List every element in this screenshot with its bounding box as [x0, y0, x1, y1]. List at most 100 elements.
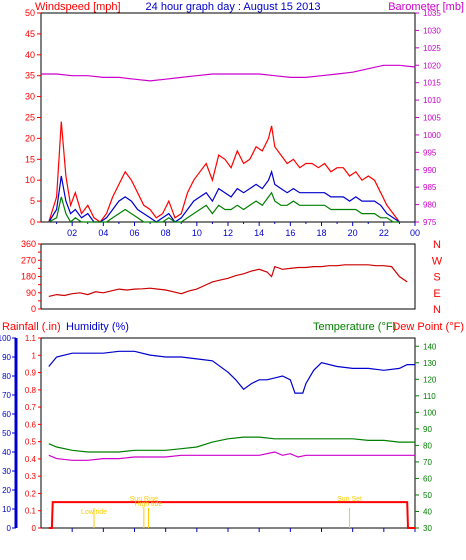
- humidity-y-tick-label: 80: [2, 372, 11, 381]
- direction-y-tick-label: 90: [26, 288, 36, 298]
- humidity-y-tick-label: 70: [2, 391, 11, 400]
- annotation-label: Low tide: [81, 509, 107, 516]
- compass-label: N: [433, 304, 441, 316]
- baro-y-axis-label: Barometer [mb]: [388, 1, 464, 13]
- chart-title: 24 hour graph day : August 15 2013: [146, 1, 321, 13]
- wind-x-tick-label: 22: [379, 228, 389, 238]
- direction-y-tick-label: 270: [21, 255, 36, 265]
- series-direction: [48, 264, 408, 297]
- rain-y-tick-label: 0.5: [25, 438, 37, 447]
- direction-y-tick-label: 180: [21, 272, 36, 282]
- rain-y-tick-label: 0.4: [25, 455, 37, 464]
- temp-y-tick-label: 40: [423, 507, 432, 516]
- rain-y-tick-label: 1.1: [25, 334, 37, 343]
- temp-y-tick-label: 90: [423, 425, 432, 434]
- compass-label: E: [433, 288, 440, 300]
- rain-y-tick-label: 0.9: [25, 369, 37, 378]
- wind-x-tick-label: 08: [161, 228, 171, 238]
- wind-y-tick-label: 0: [30, 217, 35, 227]
- temp-y-tick-label: 30: [423, 524, 432, 533]
- wind-y-tick-label: 50: [25, 8, 35, 18]
- humidity-y-tick-label: 10: [2, 505, 11, 514]
- humidity-y-tick-label: 40: [2, 448, 11, 457]
- temp-y-tick-label: 110: [423, 392, 436, 401]
- wind-y-tick-label: 30: [25, 92, 35, 102]
- rain-y-tick-label: 1: [32, 351, 37, 360]
- series-temperature: [48, 436, 415, 453]
- humidity-y-tick-label: 0: [7, 524, 12, 533]
- humidity-y-tick-label: 90: [2, 353, 11, 362]
- temp-y-axis-label: Temperature (°F): [313, 321, 396, 333]
- wind-y-tick-label: 5: [30, 196, 35, 206]
- annotation-label: Sun Set: [337, 496, 362, 503]
- rain-y-tick-label: 0.2: [25, 489, 37, 498]
- wind-x-tick-label: 02: [67, 228, 77, 238]
- series-wind_avg: [48, 169, 400, 223]
- humidity-y-tick-label: 30: [2, 467, 11, 476]
- wind-x-tick-label: 06: [129, 228, 139, 238]
- wind-y-axis-label: Windspeed [mph]: [35, 1, 121, 13]
- rain-y-tick-label: 0.1: [25, 507, 37, 516]
- wind-y-tick-label: 15: [25, 154, 35, 164]
- baro-y-tick-label: 1025: [423, 44, 441, 53]
- wind-y-tick-label: 25: [25, 113, 35, 123]
- wind-x-tick-label: 12: [223, 228, 233, 238]
- humidity-y-tick-label: 20: [2, 486, 11, 495]
- series-humidity: [48, 350, 415, 394]
- baro-y-tick-label: 1005: [423, 114, 441, 123]
- wind-y-tick-label: 40: [25, 50, 35, 60]
- wind-x-tick-label: 04: [98, 228, 108, 238]
- direction-panel-frame: [40, 243, 416, 310]
- temp-y-tick-label: 60: [423, 474, 432, 483]
- compass-label: W: [432, 255, 443, 267]
- annotation-label: Sun Rise: [130, 496, 159, 503]
- baro-y-tick-label: 1015: [423, 79, 441, 88]
- series-rainfall: [48, 501, 415, 529]
- baro-y-tick-label: 1000: [423, 131, 441, 140]
- direction-y-tick-label: 360: [21, 239, 36, 249]
- series-barometer: [41, 64, 416, 82]
- baro-y-tick-label: 1035: [423, 9, 441, 18]
- temp-y-tick-label: 80: [423, 441, 432, 450]
- series-gust: [48, 121, 400, 223]
- temp-y-tick-label: 50: [423, 491, 432, 500]
- humidity-y-tick-label: 60: [2, 410, 11, 419]
- wind-x-tick-label: 18: [316, 228, 326, 238]
- wind-x-tick-label: 10: [192, 228, 202, 238]
- annotation-label: High tide: [135, 501, 163, 508]
- wind-x-tick-label: 00: [410, 228, 420, 238]
- compass-label: N: [433, 239, 441, 251]
- baro-y-tick-label: 1010: [423, 96, 441, 105]
- baro-y-tick-label: 980: [423, 201, 437, 210]
- rain-y-axis-label: Rainfall (.in): [2, 321, 61, 333]
- climate-panel-frame: [40, 337, 416, 529]
- temp-y-tick-label: 120: [423, 375, 437, 384]
- wind-x-tick-label: 14: [254, 228, 264, 238]
- wind-x-tick-label: 20: [348, 228, 358, 238]
- baro-y-tick-label: 995: [423, 148, 437, 157]
- wind-y-tick-label: 10: [25, 175, 35, 185]
- temp-y-tick-label: 70: [423, 458, 432, 467]
- rain-y-tick-label: 0.3: [25, 472, 37, 481]
- wind-y-tick-label: 45: [25, 29, 35, 39]
- humidity-y-axis-label: Humidity (%): [66, 321, 129, 333]
- series-wind_min: [48, 191, 400, 223]
- compass-label: S: [433, 272, 440, 284]
- baro-y-tick-label: 1020: [423, 61, 441, 70]
- baro-y-tick-label: 985: [423, 183, 437, 192]
- rain-y-tick-label: 0.6: [25, 420, 37, 429]
- baro-y-tick-label: 1030: [423, 26, 441, 35]
- wind-y-tick-label: 20: [25, 133, 35, 143]
- wind-y-tick-label: 35: [25, 71, 35, 81]
- rain-y-tick-label: 0: [32, 524, 37, 533]
- rain-y-tick-label: 0.7: [25, 403, 37, 412]
- temp-y-tick-label: 140: [423, 342, 437, 351]
- series-dewpoint: [48, 451, 415, 461]
- baro-y-tick-label: 990: [423, 166, 437, 175]
- wind-x-tick-label: 16: [285, 228, 295, 238]
- humidity-y-tick-label: 50: [2, 429, 11, 438]
- temp-y-tick-label: 100: [423, 408, 437, 417]
- dewpoint-y-axis-label: Dew Point (°F): [392, 321, 464, 333]
- wind-panel-frame: [40, 12, 416, 223]
